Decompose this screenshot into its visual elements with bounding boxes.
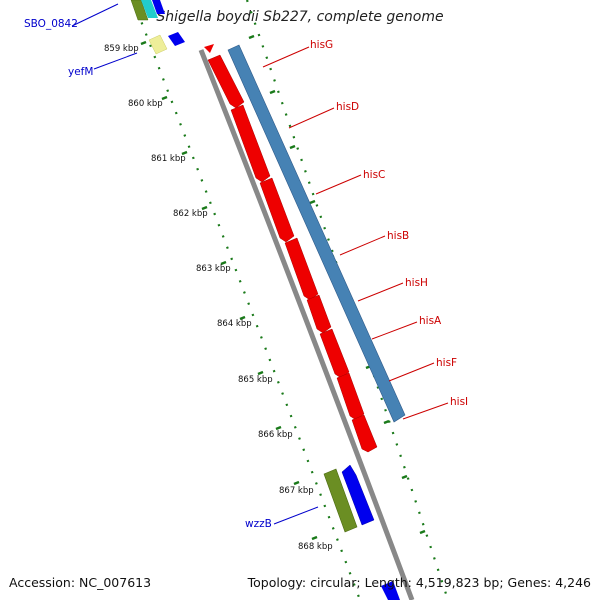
map-title: Shigella boydii Sb227, complete genome bbox=[156, 9, 444, 25]
tick-label: 867 kbp bbox=[279, 486, 314, 496]
feature-olive[interactable] bbox=[130, 0, 149, 21]
feature-cyan[interactable] bbox=[141, 0, 158, 18]
gene-label-hisG[interactable]: hisG bbox=[310, 39, 333, 51]
tick-label: 861 kbp bbox=[151, 154, 186, 164]
genome-backbone bbox=[198, 49, 415, 600]
his-cds-arrows bbox=[204, 44, 378, 453]
wzzB-features bbox=[323, 464, 375, 533]
tick-label: 865 kbp bbox=[238, 375, 273, 385]
feature-blue-bottom[interactable] bbox=[381, 581, 400, 600]
cds-hisB[interactable] bbox=[284, 237, 319, 301]
cds-hisG[interactable] bbox=[207, 54, 245, 109]
gene-label-hisH[interactable]: hisH bbox=[405, 277, 428, 289]
tick-label: 860 kbp bbox=[128, 99, 163, 109]
tick-labels: 859 kbp 860 kbp 861 kbp 862 kbp 863 kbp … bbox=[104, 44, 333, 552]
cds-hisH[interactable] bbox=[306, 294, 332, 334]
cds-hisC[interactable] bbox=[259, 177, 295, 243]
gene-label-hisD[interactable]: hisD bbox=[336, 101, 359, 113]
cds-blue-right[interactable] bbox=[341, 464, 375, 526]
gene-label-yefM[interactable]: yefM bbox=[68, 66, 93, 78]
cds-wzzB[interactable] bbox=[323, 468, 358, 533]
tick-label: 864 kbp bbox=[217, 319, 252, 329]
inner-major-ticks bbox=[140, 40, 318, 541]
feature-blue-top[interactable] bbox=[152, 0, 165, 14]
his-operon-bar[interactable] bbox=[227, 44, 406, 423]
gene-label-hisA[interactable]: hisA bbox=[419, 315, 442, 327]
tick-label: 863 kbp bbox=[196, 264, 231, 274]
gene-label-hisF[interactable]: hisF bbox=[436, 357, 457, 369]
gene-label-hisI[interactable]: hisI bbox=[450, 396, 468, 408]
summary-text: Topology: circular; Length: 4,519,823 bp… bbox=[247, 575, 591, 590]
feature-yellow[interactable] bbox=[148, 34, 168, 55]
gene-label-hisC[interactable]: hisC bbox=[363, 169, 385, 181]
tick-label: 862 kbp bbox=[173, 209, 208, 219]
red-gene-labels: hisG hisD hisC hisB hisH hisA hisF hisI bbox=[310, 39, 468, 408]
tick-label: 868 kbp bbox=[298, 542, 333, 552]
gene-label-wzzB[interactable]: wzzB bbox=[245, 518, 272, 530]
direction-arrowhead bbox=[204, 44, 214, 53]
blue-gene-labels: SBO_0842 yefM wzzB bbox=[24, 18, 272, 530]
cds-hisI[interactable] bbox=[351, 414, 378, 453]
accession-text: Accession: NC_007613 bbox=[9, 575, 152, 590]
gene-label-SBO_0842[interactable]: SBO_0842 bbox=[24, 18, 78, 30]
gene-label-hisB[interactable]: hisB bbox=[387, 230, 409, 242]
top-features bbox=[130, 0, 185, 55]
tick-label: 866 kbp bbox=[258, 430, 293, 440]
red-label-lines bbox=[262, 46, 449, 420]
blue-label-lines bbox=[71, 3, 319, 525]
feature-blue-small[interactable] bbox=[168, 32, 185, 46]
tick-label: 859 kbp bbox=[104, 44, 139, 54]
cds-hisD[interactable] bbox=[230, 104, 271, 183]
